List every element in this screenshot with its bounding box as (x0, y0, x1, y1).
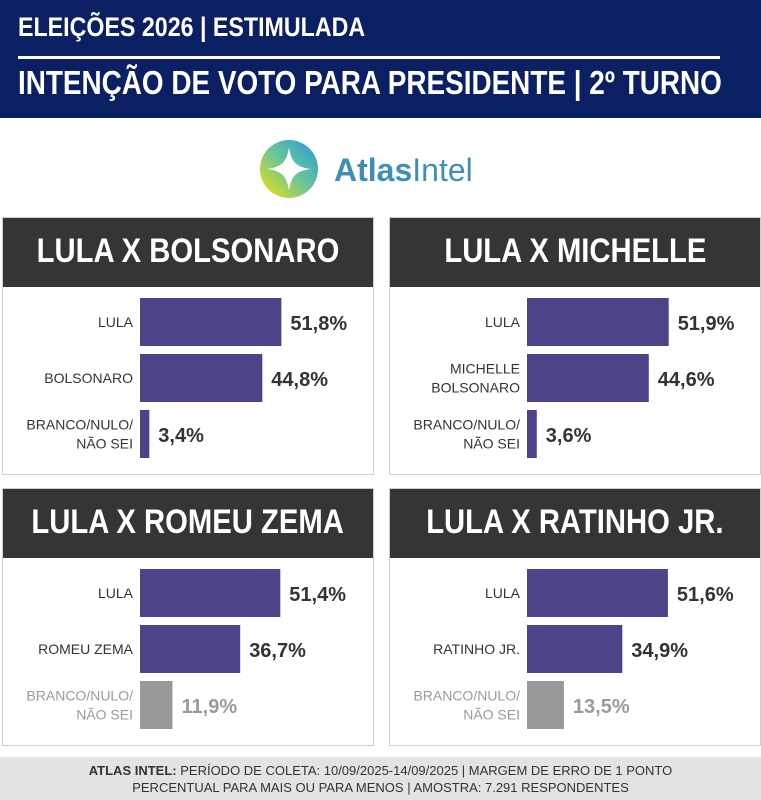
category-label: LULA (98, 585, 134, 601)
panel-title: LULA X ROMEU ZEMA (31, 503, 345, 541)
panel-header: LULA X RATINHO JR. (390, 489, 760, 558)
category-label: RATINHO JR. (433, 641, 520, 657)
category-label: BRANCO/NULO/NÃO SEI (26, 688, 133, 723)
panel-header: LULA X BOLSONARO (3, 218, 373, 287)
bar (527, 298, 669, 346)
value-label: 51,8% (290, 313, 347, 335)
category-label: BRANCO/NULO/NÃO SEI (26, 417, 133, 452)
footer-line-1: ATLAS INTEL: PERÍODO DE COLETA: 10/09/20… (88, 763, 673, 778)
panel-header: LULA X ROMEU ZEMA (3, 489, 373, 558)
value-label: 44,8% (271, 369, 328, 391)
category-label: LULA (98, 314, 134, 330)
header-divider (18, 56, 720, 59)
panel-lula-michelle: LULA X MICHELLE 51,9% LULA 44,6% MICHELLE BO… (389, 217, 761, 475)
brand-name: AtlasIntel (334, 152, 473, 188)
bar (140, 681, 173, 729)
bar (140, 410, 150, 458)
value-label: 51,9% (678, 313, 735, 335)
bar (527, 569, 668, 617)
bar (140, 625, 241, 673)
panel-title: LULA X BOLSONARO (36, 232, 340, 270)
bar (527, 681, 564, 729)
bar (527, 625, 623, 673)
bar-chart-lula-michelle: 51,9% LULA 44,6% MICHELLE BOLSONARO 3,6% BRANC… (413, 298, 735, 458)
bar (527, 410, 537, 458)
panel-lula-bolsonaro: LULA X BOLSONARO 51,8% LULA 44,8% BOLSONARO… (2, 217, 374, 475)
header-title: INTENÇÃO DE VOTO PARA PRESIDENTE | 2º TU… (18, 64, 722, 101)
panel-lula-romeu-zema: LULA X ROMEU ZEMA 51,4% LULA 36,7% ROMEU ZE… (2, 488, 374, 746)
value-label: 44,6% (658, 369, 715, 391)
page-header: ELEIÇÕES 2026 | ESTIMULADA INTENÇÃO DE V… (0, 0, 761, 118)
bar (527, 354, 649, 402)
value-label: 36,7% (249, 640, 306, 662)
footer-line-2: PERCENTUAL PARA MAIS OU PARA MENOS | AMO… (132, 780, 629, 795)
category-label: BRANCO/NULO/NÃO SEI (413, 688, 520, 723)
header-subtitle: ELEIÇÕES 2026 | ESTIMULADA (18, 12, 366, 42)
bar (140, 354, 263, 402)
atlasintel-logo-icon (260, 140, 318, 198)
bar (140, 569, 281, 617)
value-label: 51,6% (677, 584, 734, 606)
category-label: LULA (485, 585, 521, 601)
panel-title: LULA X RATINHO JR. (426, 503, 724, 541)
bar-chart-lula-ratinho-jr: 51,6% LULA 34,9% RATINHO JR. 13,5% BRANCO/NUL… (413, 569, 734, 729)
value-label: 11,9% (182, 696, 238, 718)
panel-title: LULA X MICHELLE (443, 232, 707, 270)
value-label: 34,9% (631, 640, 688, 662)
bar-chart-lula-romeu-zema: 51,4% LULA 36,7% ROMEU ZEMA 11,9% BRANCO/NULO… (26, 569, 346, 729)
value-label: 13,5% (573, 696, 630, 718)
panel-lula-ratinho-jr: LULA X RATINHO JR. 51,6% LULA 34,9% RATINHO… (389, 488, 761, 746)
category-label: LULA (485, 314, 521, 330)
category-label: BOLSONARO (44, 370, 133, 386)
footer-methodology: ATLAS INTEL: PERÍODO DE COLETA: 10/09/20… (0, 757, 761, 800)
category-label: MICHELLE BOLSONARO (431, 361, 520, 396)
bar-chart-lula-bolsonaro: 51,8% LULA 44,8% BOLSONARO 3,4% BRANCO/NULO/N… (26, 298, 347, 458)
panel-header: LULA X MICHELLE (390, 218, 760, 287)
value-label: 3,6% (546, 425, 592, 447)
value-label: 51,4% (289, 584, 346, 606)
value-label: 3,4% (158, 425, 204, 447)
bar (140, 298, 282, 346)
category-label: BRANCO/NULO/NÃO SEI (413, 417, 520, 452)
category-label: ROMEU ZEMA (38, 641, 134, 657)
